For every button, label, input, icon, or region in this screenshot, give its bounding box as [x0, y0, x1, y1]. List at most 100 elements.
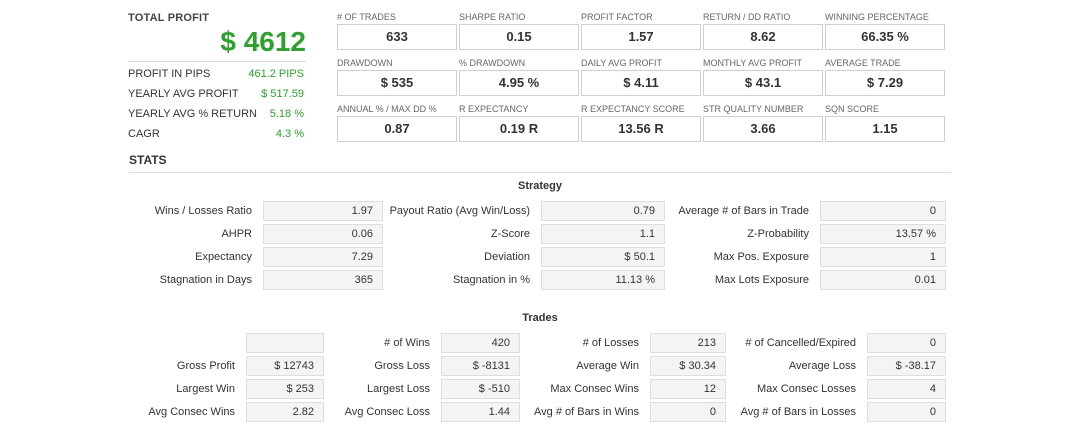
- summary-row-pips: PROFIT IN PIPS 461.2 PIPS: [128, 68, 306, 82]
- trades-label: Gross Profit: [176, 360, 235, 372]
- metric-value: 1.15: [825, 116, 945, 142]
- trades-label: Gross Loss: [374, 360, 430, 372]
- strategy-label: Stagnation in Days: [159, 274, 252, 286]
- trades-label: Average Win: [576, 360, 639, 372]
- strategy-label: Stagnation in %: [452, 274, 530, 286]
- trades-value: 0: [650, 402, 726, 422]
- stats-title: STATS: [129, 153, 167, 167]
- summary-row-yearly-avg-profit: YEARLY AVG PROFIT $ 517.59: [128, 88, 306, 102]
- summary-row-yearly-avg-return: YEARLY AVG % RETURN 5.18 %: [128, 108, 306, 122]
- strategy-value: $ 50.1: [541, 247, 665, 267]
- strategy-label: Z-Probability: [747, 228, 809, 240]
- metric-sqn-score: SQN SCORE 1.15: [825, 104, 945, 142]
- stats-divider: [129, 172, 951, 173]
- metric-label: DAILY AVG PROFIT: [581, 58, 663, 68]
- trades-label: Largest Loss: [367, 383, 430, 395]
- trades-value: 0: [867, 402, 946, 422]
- metric-label: % DRAWDOWN: [459, 58, 526, 68]
- metric-value: 66.35 %: [825, 24, 945, 50]
- trades-label: # of Cancelled/Expired: [745, 337, 856, 349]
- metric-value: 3.66: [703, 116, 823, 142]
- trades-label: # of Wins: [384, 337, 430, 349]
- metric-value: $ 7.29: [825, 70, 945, 96]
- total-profit-label: TOTAL PROFIT: [128, 12, 210, 24]
- metric-label: SHARPE RATIO: [459, 12, 526, 22]
- metric-percent-drawdown: % DRAWDOWN 4.95 %: [459, 58, 579, 96]
- metric-label: R EXPECTANCY SCORE: [581, 104, 685, 114]
- metric-value: 0.15: [459, 24, 579, 50]
- metric-value: $ 535: [337, 70, 457, 96]
- trades-label: # of Losses: [582, 337, 639, 349]
- strategy-value: 1.97: [263, 201, 383, 221]
- trades-value: $ 30.34: [650, 356, 726, 376]
- strategy-label: Max Lots Exposure: [714, 274, 809, 286]
- trades-value: 2.82: [246, 402, 324, 422]
- trades-label: Avg # of Bars in Losses: [740, 406, 856, 418]
- summary-row-label: CAGR: [128, 128, 160, 140]
- trades-label: Largest Win: [176, 383, 235, 395]
- trades-label: Avg Consec Loss: [344, 406, 430, 418]
- summary-row-value: 461.2 PIPS: [248, 68, 304, 80]
- metric-str-quality-number: STR QUALITY NUMBER 3.66: [703, 104, 823, 142]
- metric-winning-percentage: WINNING PERCENTAGE 66.35 %: [825, 12, 945, 50]
- metric-value: 633: [337, 24, 457, 50]
- metric-monthly-avg-profit: MONTHLY AVG PROFIT $ 43.1: [703, 58, 823, 96]
- metric-value: 0.87: [337, 116, 457, 142]
- summary-row-cagr: CAGR 4.3 %: [128, 128, 306, 142]
- strategy-section-title: Strategy: [517, 180, 563, 192]
- trades-value: $ -8131: [441, 356, 520, 376]
- strategy-label: Expectancy: [195, 251, 252, 263]
- trades-value: 0: [867, 333, 946, 353]
- trades-value: 213: [650, 333, 726, 353]
- summary-divider: [128, 61, 306, 62]
- strategy-value: 13.57 %: [820, 224, 946, 244]
- trades-label: Average Loss: [788, 360, 856, 372]
- trades-section-title: Trades: [522, 312, 558, 324]
- metric-value: 4.95 %: [459, 70, 579, 96]
- metric-r-expectancy: R EXPECTANCY 0.19 R: [459, 104, 579, 142]
- summary-row-label: YEARLY AVG PROFIT: [128, 88, 239, 100]
- metric-label: WINNING PERCENTAGE: [825, 12, 929, 22]
- metric-label: PROFIT FACTOR: [581, 12, 653, 22]
- trades-label: [100, 333, 235, 353]
- strategy-value: 11.13 %: [541, 270, 665, 290]
- strategy-label: Z-Score: [490, 228, 530, 240]
- metric-drawdown: DRAWDOWN $ 535: [337, 58, 457, 96]
- metric-return-dd-ratio: RETURN / DD RATIO 8.62: [703, 12, 823, 50]
- trades-value: $ 12743: [246, 356, 324, 376]
- trades-label: Max Consec Losses: [756, 383, 856, 395]
- total-profit-value: $ 4612: [220, 26, 306, 57]
- strategy-value: 0: [820, 201, 946, 221]
- summary-row-value: 4.3 %: [275, 128, 304, 140]
- trades-label: Max Consec Wins: [550, 383, 639, 395]
- strategy-value: 7.29: [263, 247, 383, 267]
- strategy-label: Average # of Bars in Trade: [678, 205, 809, 217]
- summary-panel: TOTAL PROFIT $ 4612 PROFIT IN PIPS 461.2…: [128, 12, 306, 140]
- metric-value: 1.57: [581, 24, 701, 50]
- metric-profit-factor: PROFIT FACTOR 1.57: [581, 12, 701, 50]
- trades-value: 4: [867, 379, 946, 399]
- trades-value: 1.44: [441, 402, 520, 422]
- strategy-label: Deviation: [484, 251, 530, 263]
- metric-value: $ 43.1: [703, 70, 823, 96]
- strategy-label: Max Pos. Exposure: [713, 251, 809, 263]
- metric-label: # OF TRADES: [337, 12, 396, 22]
- metric-label: RETURN / DD RATIO: [703, 12, 791, 22]
- summary-row-label: YEARLY AVG % RETURN: [128, 108, 257, 120]
- metric-value: 8.62: [703, 24, 823, 50]
- metric-label: SQN SCORE: [825, 104, 880, 114]
- metric-daily-avg-profit: DAILY AVG PROFIT $ 4.11: [581, 58, 701, 96]
- metric-r-expectancy-score: R EXPECTANCY SCORE 13.56 R: [581, 104, 701, 142]
- metric-number-of-trades: # OF TRADES 633: [337, 12, 457, 50]
- metric-average-trade: AVERAGE TRADE $ 7.29: [825, 58, 945, 96]
- metric-annual-max-dd: ANNUAL % / MAX DD % 0.87: [337, 104, 457, 142]
- metric-label: STR QUALITY NUMBER: [703, 104, 804, 114]
- metric-label: R EXPECTANCY: [459, 104, 529, 114]
- strategy-value: 0.01: [820, 270, 946, 290]
- trades-value: $ -510: [441, 379, 520, 399]
- metric-label: ANNUAL % / MAX DD %: [337, 104, 437, 114]
- trades-value: [246, 333, 324, 353]
- strategy-label: Wins / Losses Ratio: [154, 205, 252, 217]
- strategy-value: 0.79: [541, 201, 665, 221]
- summary-row-label: PROFIT IN PIPS: [128, 68, 211, 80]
